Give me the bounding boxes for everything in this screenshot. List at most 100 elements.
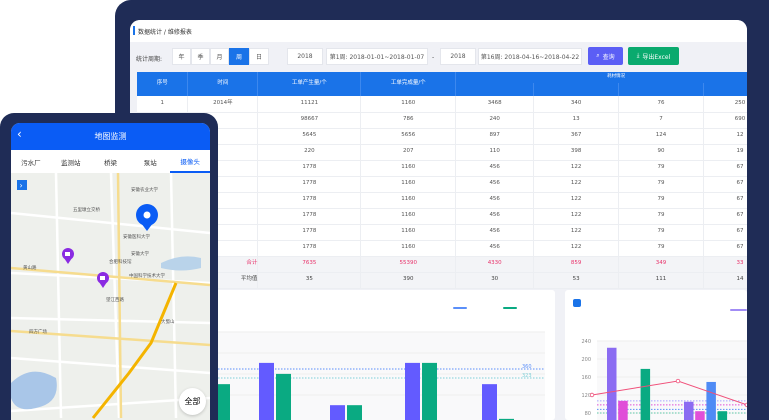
start-year-select[interactable]: 2018 — [287, 48, 323, 65]
bar — [276, 373, 291, 420]
tab-monitor-station[interactable]: 监测站 — [60, 158, 81, 167]
filter-bar: 统计周期: 年 季 月 周 日 2018 第1周: 2018-01-01~201… — [130, 44, 747, 70]
table-cell: 1160 — [360, 224, 457, 241]
bar — [618, 400, 628, 420]
range-dash: - — [432, 54, 435, 61]
query-button[interactable]: ⌕ 查询 — [588, 47, 623, 65]
table-cell: 398 — [533, 144, 620, 161]
period-year[interactable]: 年 — [172, 48, 191, 65]
table-row: 1778 1160 456 122 79 67 — [137, 176, 747, 193]
table-cell: 456 — [455, 240, 535, 257]
table-cell: 5645 — [257, 128, 362, 145]
period-quarter[interactable]: 季 — [191, 48, 210, 65]
table-row: 1778 1160 456 122 79 67 — [137, 240, 747, 257]
table-cell: 122 — [533, 208, 620, 225]
bar — [684, 401, 694, 420]
table-cell: 349 — [618, 256, 704, 273]
expand-panel-button[interactable] — [17, 180, 27, 190]
line-point — [675, 378, 681, 384]
table-cell: 1778 — [257, 192, 362, 209]
y-tick-label: 160 — [581, 375, 591, 381]
table-cell: 1160 — [360, 96, 457, 113]
table-cell: 30 — [455, 272, 535, 289]
table-cell: 367 — [533, 128, 620, 145]
table-row: 1 2014年 11121 1160 3468 340 76 250 — [137, 96, 747, 113]
tab-pump-station[interactable]: 泵站 — [143, 158, 157, 167]
period-day[interactable]: 日 — [249, 48, 269, 65]
table-cell: 79 — [618, 224, 704, 241]
table-cell: 340 — [533, 96, 620, 113]
chart-icon — [573, 299, 581, 307]
start-week-select[interactable]: 第1周: 2018-01-01~2018-01-07 — [326, 48, 428, 65]
mobile-screen: ‹ 地图监测 污水厂 监测站 桥梁 泵站 摄像头 五里墩立交桥 安徽医科大学 安徽大… — [11, 123, 210, 420]
bar — [607, 347, 617, 420]
table-row: 98667 786 240 13 7 690 — [137, 112, 747, 129]
table-cell: 3468 — [455, 96, 535, 113]
table-cell: 111 — [618, 272, 704, 289]
table-cell: 456 — [455, 192, 535, 209]
reference-label: 323 — [522, 373, 532, 379]
mobile-title: 地图监测 — [94, 132, 127, 141]
end-year-select[interactable]: 2018 — [440, 48, 476, 65]
show-all-button[interactable]: 全部 — [179, 388, 206, 415]
table-cell: 1 — [137, 96, 189, 113]
table-row: 1778 1160 456 122 79 67 — [137, 208, 747, 225]
map-label: 安徽农业大学 — [131, 186, 158, 193]
table-cell: 12 — [703, 128, 747, 145]
reference-label: 360 — [522, 364, 532, 370]
legend-swatch — [453, 307, 467, 309]
table-cell: 1778 — [257, 224, 362, 241]
legend-swatch — [730, 309, 747, 311]
table-cell: 456 — [455, 160, 535, 177]
map-label: 中国科学技术大学 — [129, 272, 165, 279]
table-cell: 897 — [455, 128, 535, 145]
end-week-select[interactable]: 第16周: 2018-04-16~2018-04-22 — [478, 48, 582, 65]
bar — [422, 362, 437, 420]
table-cell: 859 — [533, 256, 620, 273]
table-cell: 456 — [455, 208, 535, 225]
bar — [706, 381, 716, 420]
tab-sewage[interactable]: 污水厂 — [21, 158, 41, 167]
table-cell: 1160 — [360, 192, 457, 209]
bar — [482, 384, 497, 420]
export-excel-button[interactable]: ⤓ 导出Excel — [628, 47, 679, 65]
bar — [259, 362, 274, 420]
work-order-chart-panel: 360 323 — [215, 290, 555, 420]
table-cell: 90 — [618, 144, 704, 161]
map-label: 安徽大学 — [131, 250, 149, 257]
map-label: 四方广场 — [29, 328, 47, 335]
table-row: 1778 1160 456 122 79 67 — [137, 160, 747, 177]
col-time: 时间 — [187, 72, 259, 96]
table-row: 220 207 110 398 90 19 — [137, 144, 747, 161]
camera-marker-icon[interactable] — [62, 248, 74, 264]
map-label: 安徽医科大学 — [123, 233, 150, 240]
location-pin-icon[interactable] — [136, 204, 158, 231]
tab-bridge[interactable]: 桥梁 — [103, 158, 117, 167]
svg-text:›: › — [20, 181, 23, 190]
table-cell: 456 — [455, 224, 535, 241]
table-cell: 240 — [455, 112, 535, 129]
camera-marker-icon[interactable] — [97, 272, 109, 288]
line-point — [744, 402, 747, 408]
table-cell: 690 — [703, 112, 747, 129]
period-month[interactable]: 月 — [210, 48, 229, 65]
table-cell: 122 — [533, 160, 620, 177]
table-cell: 1778 — [257, 240, 362, 257]
table-cell: 2014年 — [187, 96, 259, 113]
table-cell: 55390 — [360, 256, 457, 273]
table-row: 1778 1160 456 122 79 67 — [137, 192, 747, 209]
tab-camera[interactable]: 摄像头 — [170, 150, 210, 173]
table-cell: 19 — [703, 144, 747, 161]
back-chevron-icon[interactable]: ‹ — [17, 127, 22, 141]
bar — [405, 362, 420, 420]
bar — [499, 418, 514, 420]
table-cell: 79 — [618, 176, 704, 193]
table-row-total: 合计 7635 55390 4330 859 349 33 — [137, 256, 747, 273]
table-cell: 122 — [533, 240, 620, 257]
period-week[interactable]: 周 — [229, 48, 249, 65]
bar — [215, 384, 230, 420]
table-cell: 207 — [360, 144, 457, 161]
table-cell: 67 — [703, 160, 747, 177]
table-cell: 5656 — [360, 128, 457, 145]
